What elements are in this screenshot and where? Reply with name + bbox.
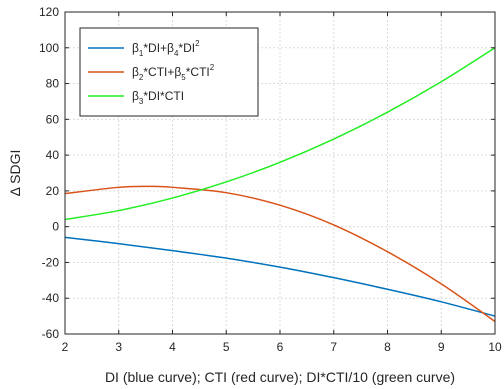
x-tick-label: 3	[115, 340, 122, 354]
x-tick-label: 8	[384, 340, 391, 354]
ticks	[64, 11, 496, 335]
x-tick-label: 9	[438, 340, 445, 354]
y-tick-label: -20	[42, 255, 60, 269]
series-line-3	[64, 47, 496, 221]
y-tick-label: 20	[46, 184, 60, 198]
legend-label-2: β2*CTI+β5*CTI2	[132, 63, 215, 82]
x-tick-label: 6	[277, 340, 284, 354]
y-tick-label: 40	[46, 148, 60, 162]
y-tick-label: 0	[52, 220, 59, 234]
series-line-1	[64, 236, 496, 317]
series-line-2	[64, 185, 496, 323]
legend-label-1: β1*DI+β4*DI2	[132, 39, 200, 58]
x-tick-label: 10	[488, 340, 502, 354]
x-tick-label: 4	[169, 340, 176, 354]
legend-label-3: β3*DI*CTI	[132, 89, 184, 106]
tick-labels: 2 3 4 5 6 7 8 9 10 -60 -40 -20 0 20 40 60 80 100 120	[39, 5, 502, 354]
y-tick-label: -40	[42, 291, 60, 305]
x-tick-label: 5	[223, 340, 230, 354]
x-tick-label: 7	[330, 340, 337, 354]
legend: β1*DI+β4*DI2 β2*CTI+β5*CTI2 β3*DI*CTI	[79, 27, 259, 117]
y-tick-label: 60	[46, 112, 60, 126]
y-tick-label: -60	[42, 327, 60, 341]
y-axis-label: Δ SDGI	[7, 150, 23, 197]
x-axis-label: DI (blue curve); CTI (red curve); DI*CTI…	[105, 369, 455, 385]
x-tick-label: 2	[62, 340, 69, 354]
series-group	[64, 47, 496, 323]
y-tick-label: 80	[46, 77, 60, 91]
y-tick-label: 100	[39, 41, 59, 55]
y-tick-label: 120	[39, 5, 59, 19]
